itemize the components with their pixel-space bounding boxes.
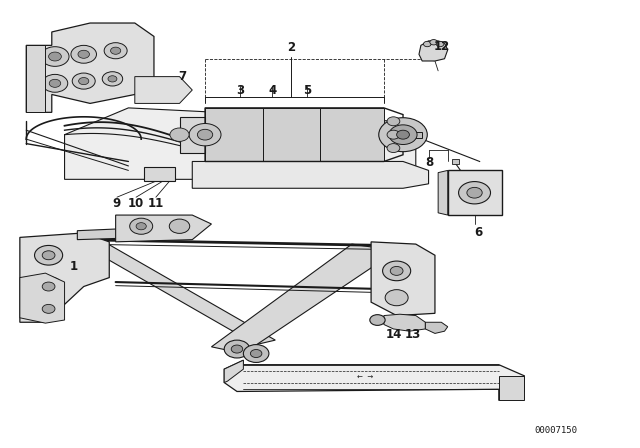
Text: 7: 7 [179, 70, 187, 83]
Circle shape [130, 218, 153, 234]
Polygon shape [20, 233, 109, 322]
Circle shape [231, 345, 243, 353]
Polygon shape [224, 360, 524, 401]
Circle shape [224, 340, 250, 358]
Polygon shape [371, 242, 435, 315]
Circle shape [42, 74, 68, 92]
Bar [145, 167, 175, 181]
Text: 2: 2 [287, 41, 295, 54]
Polygon shape [65, 108, 416, 179]
Circle shape [389, 125, 417, 145]
Circle shape [424, 41, 431, 47]
Polygon shape [26, 23, 154, 112]
Circle shape [35, 277, 63, 296]
Polygon shape [77, 237, 275, 345]
Circle shape [459, 181, 490, 204]
Circle shape [430, 39, 438, 45]
Text: 00007150: 00007150 [535, 426, 578, 435]
Circle shape [189, 124, 221, 146]
Circle shape [102, 72, 123, 86]
Circle shape [383, 261, 411, 281]
Polygon shape [26, 45, 45, 112]
Text: 3: 3 [236, 83, 244, 96]
Polygon shape [384, 314, 426, 331]
Circle shape [35, 299, 63, 319]
Polygon shape [262, 108, 320, 161]
Circle shape [136, 223, 147, 230]
Circle shape [108, 76, 117, 82]
Circle shape [387, 144, 400, 152]
Circle shape [104, 43, 127, 59]
Circle shape [49, 52, 61, 61]
Polygon shape [205, 108, 262, 161]
Polygon shape [438, 170, 448, 215]
Text: ←  →: ← → [356, 374, 373, 380]
Text: 9: 9 [113, 198, 121, 211]
Text: 11: 11 [148, 198, 164, 211]
Circle shape [467, 187, 482, 198]
Circle shape [42, 251, 55, 260]
Circle shape [436, 41, 444, 47]
Text: 10: 10 [128, 198, 144, 211]
Circle shape [71, 45, 97, 63]
Circle shape [79, 78, 89, 85]
Polygon shape [192, 161, 429, 188]
Polygon shape [452, 159, 460, 164]
Circle shape [390, 267, 403, 276]
Polygon shape [224, 360, 243, 383]
Bar [448, 170, 502, 215]
Circle shape [170, 219, 189, 233]
Circle shape [197, 129, 212, 140]
Circle shape [243, 345, 269, 362]
Circle shape [387, 130, 400, 139]
Polygon shape [20, 273, 65, 323]
Polygon shape [116, 215, 211, 242]
Polygon shape [179, 117, 205, 152]
Circle shape [385, 290, 408, 306]
Polygon shape [426, 322, 448, 333]
Text: 4: 4 [268, 83, 276, 96]
Text: 1: 1 [70, 260, 78, 273]
Circle shape [370, 314, 385, 325]
Circle shape [78, 50, 90, 58]
Circle shape [250, 349, 262, 358]
Circle shape [387, 117, 400, 126]
Text: 13: 13 [404, 328, 420, 341]
Polygon shape [135, 77, 192, 103]
Text: 6: 6 [474, 226, 483, 239]
Polygon shape [419, 41, 448, 61]
Text: 12: 12 [433, 40, 449, 53]
Circle shape [42, 282, 55, 291]
Circle shape [170, 128, 189, 142]
Circle shape [42, 304, 55, 313]
Polygon shape [77, 226, 179, 240]
Text: 14: 14 [385, 328, 402, 341]
Text: 5: 5 [303, 83, 311, 96]
Polygon shape [320, 108, 384, 161]
Circle shape [49, 79, 61, 87]
Circle shape [111, 47, 121, 54]
Polygon shape [499, 376, 524, 401]
Polygon shape [403, 132, 422, 138]
Polygon shape [211, 244, 397, 353]
Circle shape [35, 246, 63, 265]
Circle shape [397, 130, 410, 139]
Circle shape [41, 47, 69, 66]
Circle shape [379, 118, 428, 152]
Text: 8: 8 [426, 156, 434, 169]
Circle shape [72, 73, 95, 89]
